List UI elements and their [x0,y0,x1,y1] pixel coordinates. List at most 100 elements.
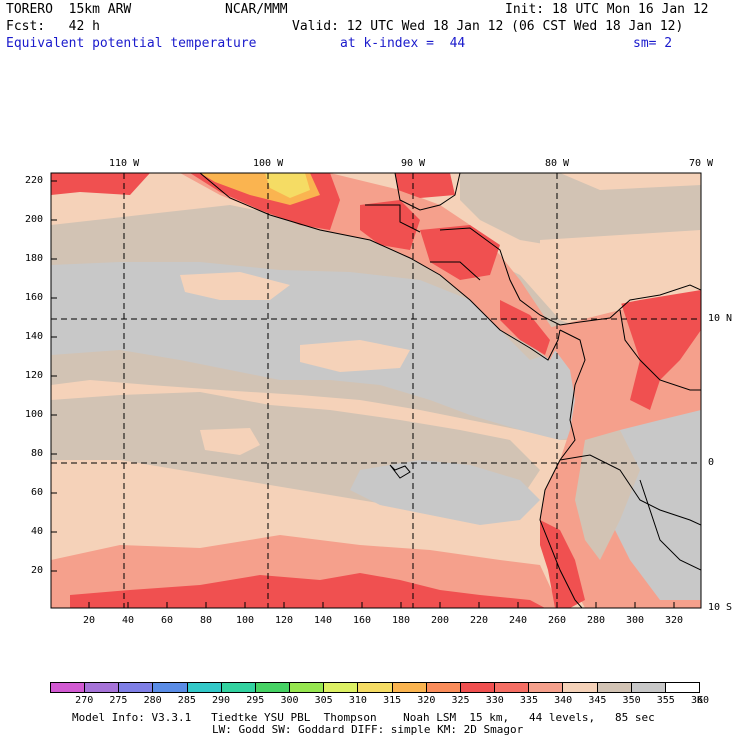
x-tick-label: 80 [200,615,213,626]
border-colombia-ecuador [559,454,701,526]
field-title: Equivalent potential temperature [6,36,257,51]
colorbar-label: 290 [212,695,231,706]
field-red-south [70,573,545,608]
colorbar-swatch [119,683,154,692]
x-tick-label: 120 [275,615,294,626]
physics-info: LW: Godd SW: Goddard DIFF: simple KM: 2D… [212,723,524,736]
colorbar [50,682,700,693]
field-peach-south-mid [200,428,260,455]
level-label: at k-index = 44 [340,36,466,51]
field-red-yucatan [395,173,455,198]
lon-label: 100 W [253,158,284,169]
x-tick-label: 20 [83,615,96,626]
field-grey-south [350,460,540,525]
map-frame [50,172,702,609]
valid-time: Valid: 12 UTC Wed 18 Jan 12 (06 CST Wed … [292,19,684,34]
colorbar-label: 350 [622,695,641,706]
field-red-nw-corner [51,173,150,195]
colorbar-label: 330 [485,695,504,706]
colorbar-label: 305 [314,695,333,706]
model-name: TORERO 15km ARW [6,2,132,17]
colorbar-label: 335 [519,695,538,706]
y-tick-label: 180 [25,253,44,264]
y-tick-label: 200 [25,214,44,225]
x-tick-label: 140 [314,615,333,626]
border-honduras [430,261,481,281]
y-tick-label: 120 [25,370,44,381]
colorbar-label: 270 [75,695,94,706]
model-info: Model Info: V3.3.1 Tiedtke YSU PBL Thomp… [72,711,655,724]
field-peach-patch-2 [300,340,410,372]
y-tick-label: 160 [25,292,44,303]
field-grey-gulf [460,173,701,250]
border-colombia-venezuela [619,309,701,391]
colorbar-swatch [187,683,222,692]
colorbar-swatch [153,683,188,692]
field-yellow-mexico [265,173,310,198]
colorbar-swatch [563,683,598,692]
x-tick-label: 180 [392,615,411,626]
galapagos [389,464,411,479]
field-red-guatemala [360,200,420,250]
colorbar-swatch [51,683,86,692]
colorbar-label: 295 [246,695,265,706]
field-red-costa-rica [500,300,550,355]
field-red-venezuela [620,285,701,410]
colorbar-label: 345 [588,695,607,706]
border-guatemala [365,204,421,233]
x-tick-label: 200 [431,615,450,626]
colorbar-swatch [426,683,461,692]
graticule [51,173,701,608]
field-red-honduras [420,225,500,280]
colorbar-label: 310 [348,695,367,706]
colorbar-swatch [358,683,393,692]
colorbar-swatch [460,683,496,692]
colorbar-swatch [495,683,530,692]
y-tick-label: 80 [31,448,44,459]
y-tick-label: 60 [31,487,44,498]
colorbar-label: 355 [656,695,675,706]
coastline-central-america [199,173,561,361]
colorbar-label: 320 [417,695,436,706]
colorbar-unit: K [697,695,704,706]
x-tick-label: 100 [236,615,255,626]
lat-label: 0 [708,457,715,468]
colorbar-label: 285 [177,695,196,706]
lon-label: 70 W [689,158,714,169]
x-tick-label: 260 [548,615,567,626]
center-name: NCAR/MMM [225,2,288,17]
forecast-hour: Fcst: 42 h [6,19,100,34]
lon-label: 80 W [545,158,570,169]
colorbar-swatch [392,683,427,692]
x-tick-label: 300 [626,615,645,626]
init-time: Init: 18 UTC Mon 16 Jan 12 [505,2,709,17]
field-red-andes [540,520,585,608]
x-tick-label: 220 [470,615,489,626]
colorbar-swatch [324,683,359,692]
colorbar-swatch [631,683,666,692]
colorbar-swatch [290,683,325,692]
colorbar-swatch [221,683,256,692]
x-tick-label: 60 [161,615,174,626]
x-tick-label: 280 [587,615,606,626]
colorbar-label: 300 [280,695,299,706]
colorbar-swatch [665,683,699,692]
x-tick-label: 320 [665,615,684,626]
field-salmon-caribbean [540,230,701,310]
colorbar-label: 360 [690,695,710,706]
colorbar-swatch [597,683,632,692]
axis-ticks [51,180,675,608]
smoothing-label: sm= 2 [633,36,673,51]
coastline-yucatan [394,173,461,211]
border-peru-brazil [639,479,701,571]
x-tick-label: 240 [509,615,528,626]
field-peach-patch-1 [180,272,290,300]
colorbar-label: 280 [143,695,162,706]
colorbar-label: 340 [554,695,573,706]
x-tick-label: 160 [353,615,372,626]
y-tick-label: 140 [25,331,44,342]
x-tick-label: 40 [122,615,135,626]
colorbar-swatch [85,683,120,692]
colorbar-label: 315 [383,695,402,706]
y-tick-label: 220 [25,175,44,186]
